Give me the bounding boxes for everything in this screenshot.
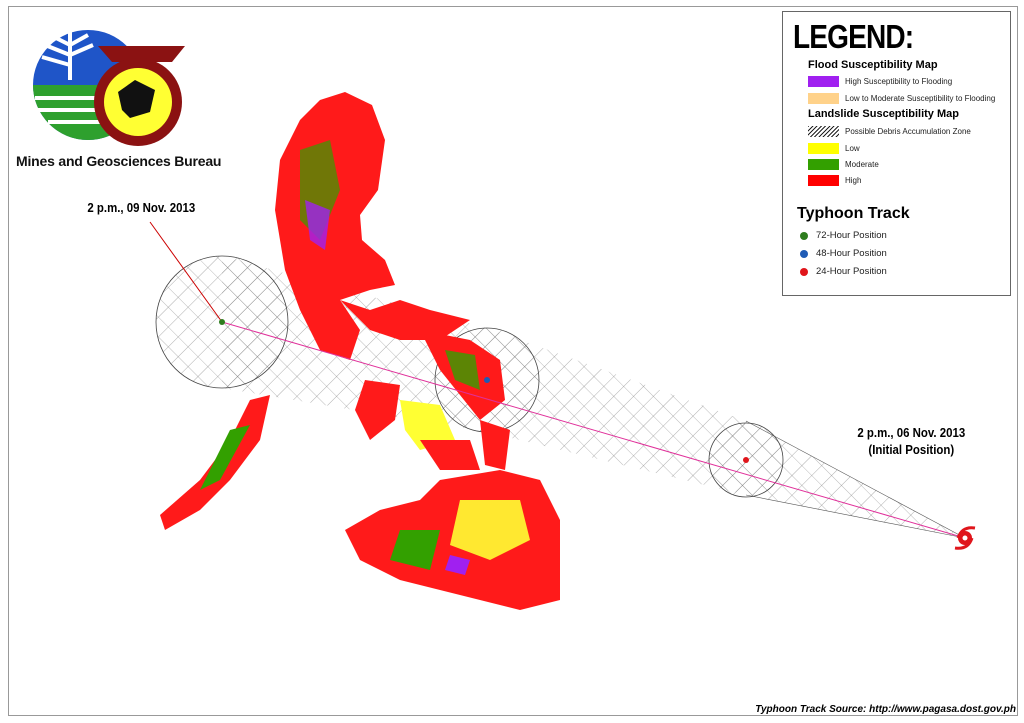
- forecast-label-leader: [149, 221, 223, 323]
- swatch: [808, 175, 839, 186]
- legend-label: Low: [845, 144, 860, 153]
- islands: [160, 92, 560, 610]
- typhoon-track-title: Typhoon Track: [797, 205, 910, 222]
- legend-title: LEGEND:: [793, 18, 914, 55]
- legend-label: 72-Hour Position: [816, 230, 887, 241]
- red-dot-icon: [800, 267, 808, 276]
- map-frame: [8, 6, 1018, 716]
- legend-item-moderate: Moderate: [808, 159, 879, 170]
- legend-label: Low to Moderate Susceptibility to Floodi…: [845, 94, 996, 103]
- forecast-position-label: 2 p.m., 09 Nov. 2013: [87, 200, 196, 215]
- 24-hour-position-marker: [743, 457, 749, 463]
- initial-position-label: 2 p.m., 06 Nov. 2013 (Initial Position): [857, 424, 965, 458]
- green-dot-icon: [800, 231, 808, 240]
- typhoon-icon: [954, 526, 976, 550]
- initial-position-note: (Initial Position): [868, 442, 955, 457]
- swatch: [808, 76, 839, 87]
- swatch: [808, 143, 839, 154]
- legend-label: Possible Debris Accumulation Zone: [845, 127, 971, 136]
- initial-position-date: 2 p.m., 06 Nov. 2013: [857, 425, 966, 440]
- legend-label: Moderate: [845, 160, 879, 169]
- forecast-cone: [155, 255, 966, 539]
- legend: LEGEND: Flood Susceptibility Map High Su…: [782, 11, 1011, 296]
- legend-label: High: [845, 176, 862, 185]
- 72-hour-position-marker: [219, 319, 225, 325]
- legend-item-24h: 24-Hour Position: [800, 266, 887, 277]
- legend-label: High Susceptibility to Flooding: [845, 77, 953, 86]
- 48-hour-position-marker: [484, 377, 490, 383]
- track-source-credit: Typhoon Track Source: http://www.pagasa.…: [755, 704, 1016, 715]
- typhoon-track-line: [221, 321, 966, 539]
- swatch: [808, 159, 839, 170]
- swatch: [808, 93, 839, 104]
- legend-item-low: Low: [808, 143, 860, 154]
- legend-item-flood-high: High Susceptibility to Flooding: [808, 76, 952, 87]
- legend-item-72h: 72-Hour Position: [800, 230, 887, 241]
- mgb-logo: [33, 28, 185, 146]
- blue-dot-icon: [800, 249, 808, 258]
- legend-item-debris: Possible Debris Accumulation Zone: [808, 126, 971, 137]
- legend-label: 48-Hour Position: [816, 248, 887, 259]
- swatch: [808, 126, 839, 137]
- flood-section-title: Flood Susceptibility Map: [808, 59, 938, 71]
- legend-item-high: High: [808, 175, 861, 186]
- legend-label: 24-Hour Position: [816, 266, 887, 277]
- legend-item-flood-low: Low to Moderate Susceptibility to Floodi…: [808, 93, 995, 104]
- legend-item-48h: 48-Hour Position: [800, 248, 887, 259]
- landslide-section-title: Landslide Susceptibility Map: [808, 108, 959, 120]
- organization-name: Mines and Geosciences Bureau: [16, 153, 222, 169]
